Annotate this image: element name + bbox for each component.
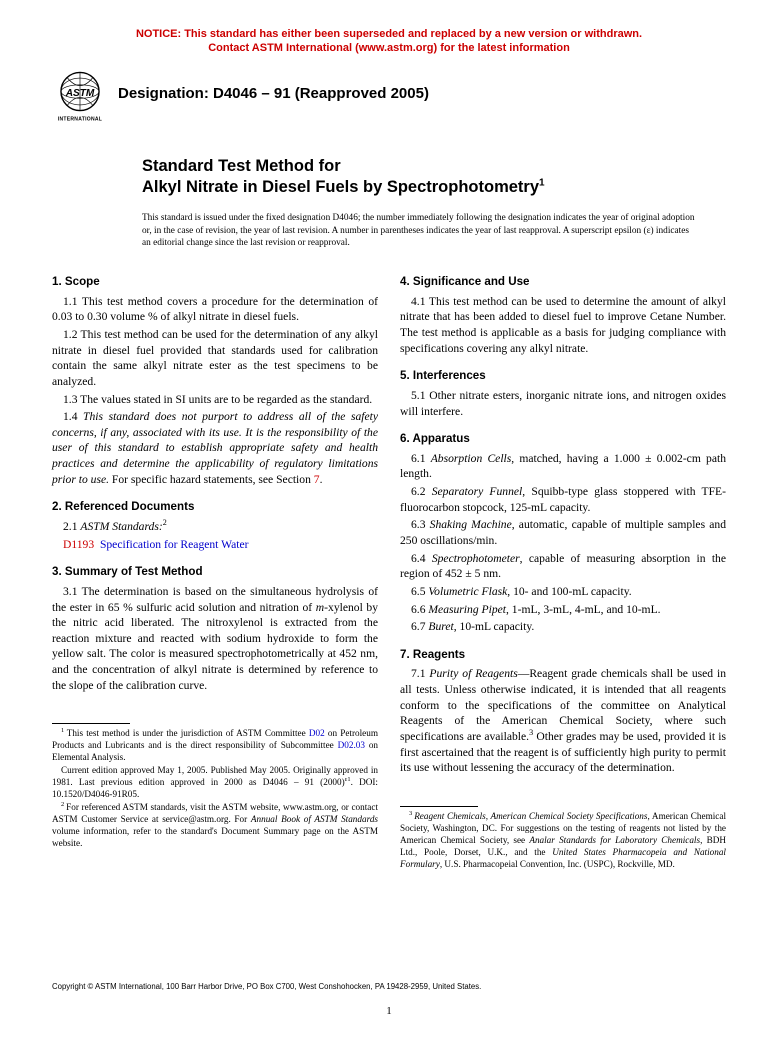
right-footnotes: 3 Reagent Chemicals, American Chemical S…	[400, 811, 726, 871]
para-1-3: 1.3 The values stated in SI units are to…	[52, 392, 378, 408]
issue-note: This standard is issued under the fixed …	[142, 212, 696, 250]
header-row: ASTM INTERNATIONAL Designation: D4046 – …	[52, 68, 726, 124]
footnote-3: 3 Reagent Chemicals, American Chemical S…	[400, 811, 726, 871]
para-6-2: 6.2 Separatory Funnel, Squibb-type glass…	[400, 484, 726, 515]
para-1-4: 1.4 This standard does not purport to ad…	[52, 409, 378, 487]
para-6-7: 6.7 Buret, 10-mL capacity.	[400, 619, 726, 635]
footnote-rule-right	[400, 806, 478, 807]
footnote-rule	[52, 723, 130, 724]
d1193-link[interactable]: D1193	[63, 538, 94, 551]
right-column: 4. Significance and Use 4.1 This test me…	[400, 274, 726, 872]
section-7-head: 7. Reagents	[400, 647, 726, 663]
footnote-1: 1 This test method is under the jurisdic…	[52, 728, 378, 764]
section-4-head: 4. Significance and Use	[400, 274, 726, 290]
para-6-6: 6.6 Measuring Pipet, 1-mL, 3-mL, 4-mL, a…	[400, 602, 726, 618]
left-footnotes: 1 This test method is under the jurisdic…	[52, 728, 378, 850]
para-6-5: 6.5 Volumetric Flask, 10- and 100-mL cap…	[400, 584, 726, 600]
d1193-title-link[interactable]: Specification for Reagent Water	[100, 538, 249, 551]
notice-line1: NOTICE: This standard has either been su…	[52, 28, 726, 42]
svg-text:ASTM: ASTM	[65, 88, 95, 99]
document-page: NOTICE: This standard has either been su…	[0, 0, 778, 1041]
para-5-1: 5.1 Other nitrate esters, inorganic nitr…	[400, 388, 726, 419]
para-4-1: 4.1 This test method can be used to dete…	[400, 294, 726, 357]
notice-banner: NOTICE: This standard has either been su…	[52, 28, 726, 56]
page-number: 1	[0, 1005, 778, 1017]
astm-logo: ASTM INTERNATIONAL	[52, 68, 108, 124]
committee-d02-link[interactable]: D02	[309, 728, 325, 738]
section-1-head: 1. Scope	[52, 274, 378, 290]
referenced-standard: D1193 Specification for Reagent Water	[63, 537, 378, 553]
footnote-2: 2 For referenced ASTM standards, visit t…	[52, 802, 378, 850]
main-title: Standard Test Method for Alkyl Nitrate i…	[142, 156, 726, 199]
para-7-1: 7.1 Purity of Reagents—Reagent grade che…	[400, 666, 726, 775]
subcommittee-link[interactable]: D02.03	[338, 740, 365, 750]
designation: Designation: D4046 – 91 (Reapproved 2005…	[118, 85, 429, 102]
body-columns: 1. Scope 1.1 This test method covers a p…	[52, 274, 726, 872]
footnote-1-p2: Current edition approved May 1, 2005. Pu…	[52, 765, 378, 801]
para-6-3: 6.3 Shaking Machine, automatic, capable …	[400, 517, 726, 548]
para-6-1: 6.1 Absorption Cells, matched, having a …	[400, 451, 726, 482]
title-line2: Alkyl Nitrate in Diesel Fuels by Spectro…	[142, 177, 726, 198]
para-3-1: 3.1 The determination is based on the si…	[52, 584, 378, 693]
para-2-1: 2.1 ASTM Standards:2	[52, 519, 378, 535]
left-column: 1. Scope 1.1 This test method covers a p…	[52, 274, 378, 872]
title-line1: Standard Test Method for	[142, 156, 726, 177]
copyright: Copyright © ASTM International, 100 Barr…	[52, 982, 481, 991]
para-6-4: 6.4 Spectrophotometer, capable of measur…	[400, 551, 726, 582]
svg-text:INTERNATIONAL: INTERNATIONAL	[58, 116, 102, 122]
para-1-1: 1.1 This test method covers a procedure …	[52, 294, 378, 325]
section-5-head: 5. Interferences	[400, 368, 726, 384]
section-6-head: 6. Apparatus	[400, 431, 726, 447]
para-1-2: 1.2 This test method can be used for the…	[52, 327, 378, 390]
notice-line2: Contact ASTM International (www.astm.org…	[52, 42, 726, 56]
section-2-head: 2. Referenced Documents	[52, 499, 378, 515]
section-3-head: 3. Summary of Test Method	[52, 564, 378, 580]
